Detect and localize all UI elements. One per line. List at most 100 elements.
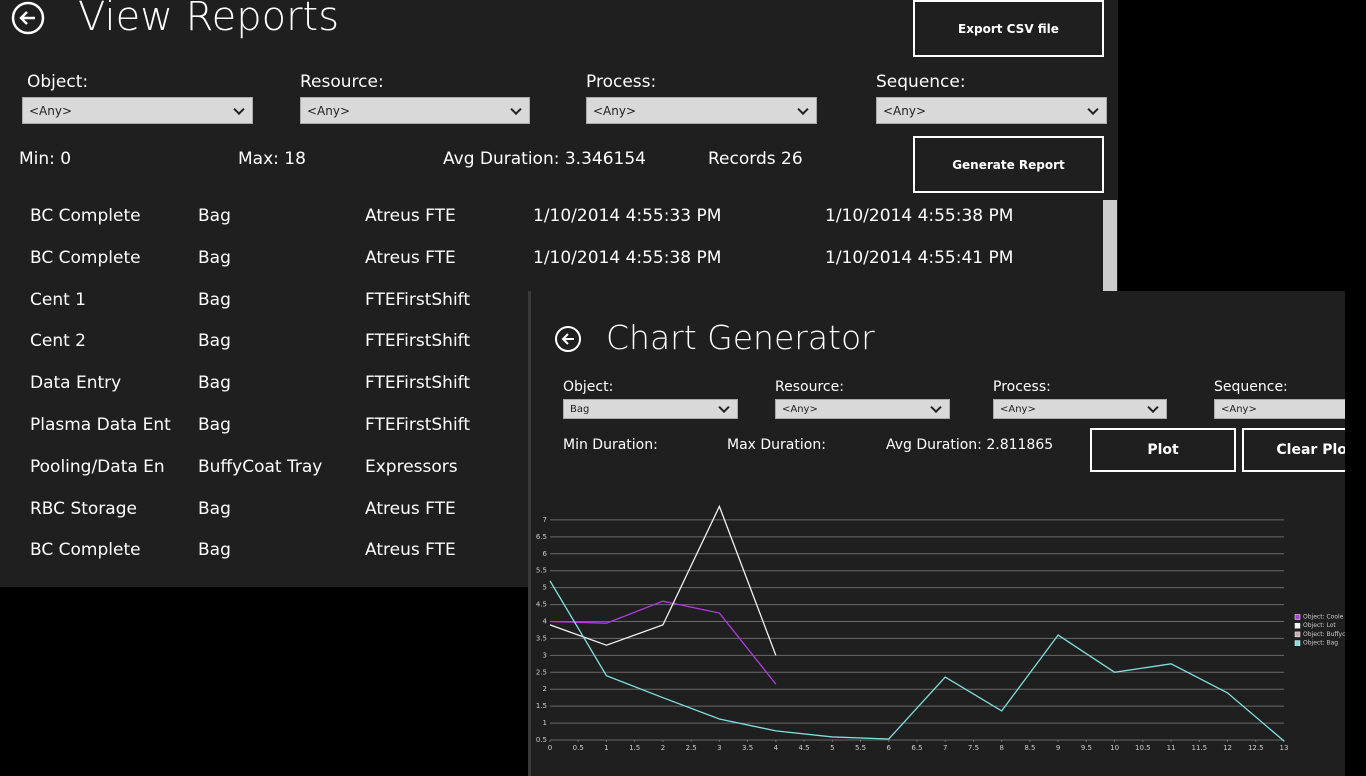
x-tick-label: 4.5 [799,744,810,752]
y-tick-label: 0.5 [536,736,547,744]
export-button[interactable]: Export CSV file [913,0,1104,57]
x-tick-label: 2 [661,744,665,752]
x-tick-label: 9.5 [1081,744,1092,752]
table-cell: Bag [198,290,231,310]
chart: 0.511.522.533.544.555.566.5700.511.522.5… [528,291,1345,776]
x-tick-label: 9 [1056,744,1060,752]
table-cell: Bag [198,373,231,393]
table-cell: 1/10/2014 4:55:41 PM [825,248,1013,268]
legend-label: Object: Bag [1303,640,1338,647]
stat: Min: 0 [19,149,71,169]
x-tick-label: 7 [943,744,947,752]
table-cell: 1/10/2014 4:55:33 PM [533,206,721,226]
table-cell: Atreus FTE [365,206,456,226]
table-cell: Cent 2 [30,331,86,351]
y-tick-label: 2.5 [536,668,547,676]
x-tick-label: 2.5 [686,744,697,752]
x-tick-label: 5 [830,744,834,752]
x-tick-label: 12 [1223,744,1232,752]
x-tick-label: 0 [548,744,552,752]
table-cell: Atreus FTE [365,540,456,560]
legend-label: Object: Buffyc [1303,631,1345,638]
legend-label: Object: Coole [1303,614,1344,621]
table-cell: Atreus FTE [365,248,456,268]
x-tick-label: 13 [1280,744,1289,752]
x-tick-label: 5.5 [855,744,866,752]
legend-swatch [1295,623,1300,628]
y-tick-label: 5 [543,584,547,592]
table-cell: Bag [198,415,231,435]
y-tick-label: 1 [543,719,547,727]
table-cell: Data Entry [30,373,121,393]
table-cell: FTEFirstShift [365,415,470,435]
table-cell: BC Complete [30,248,141,268]
x-tick-label: 8.5 [1024,744,1035,752]
x-tick-label: 7.5 [968,744,979,752]
stat: Max: 18 [238,149,306,169]
x-tick-label: 1 [604,744,608,752]
back-button[interactable] [10,1,46,37]
x-tick-label: 11 [1167,744,1176,752]
dropdown[interactable]: <Any> [300,97,530,124]
x-tick-label: 4 [774,744,779,752]
scrollbar[interactable] [1103,200,1117,300]
y-tick-label: 4 [543,618,548,626]
stat: Avg Duration: 3.346154 [443,149,646,169]
legend-swatch [1295,641,1300,646]
x-tick-label: 10.5 [1135,744,1151,752]
filter-label: Object: [27,72,88,92]
chart-generator-window: Chart Generator Object: Resource: Proces… [528,291,1345,776]
table-cell: BC Complete [30,540,141,560]
table-cell: Plasma Data Ent [30,415,171,435]
line-series [550,506,776,655]
x-tick-label: 3.5 [742,744,753,752]
line-series [550,601,776,684]
x-tick-label: 1.5 [629,744,640,752]
x-tick-label: 6 [887,744,892,752]
y-tick-label: 5.5 [536,567,547,575]
legend-label: Object: Lot [1303,622,1336,629]
legend-swatch [1295,632,1300,637]
table-cell: Cent 1 [30,290,86,310]
y-tick-label: 1.5 [536,702,547,710]
y-tick-label: 3.5 [536,634,547,642]
y-tick-label: 6.5 [536,533,547,541]
x-tick-label: 6.5 [911,744,922,752]
table-cell: Expressors [365,457,458,477]
table-cell: BC Complete [30,206,141,226]
x-tick-label: 10 [1110,744,1119,752]
generate-button[interactable]: Generate Report [913,136,1104,193]
table-cell: Bag [198,540,231,560]
table-cell: FTEFirstShift [365,290,470,310]
table-cell: RBC Storage [30,499,137,519]
y-tick-label: 7 [543,516,547,524]
x-tick-label: 0.5 [573,744,584,752]
table-cell: Bag [198,331,231,351]
y-tick-label: 6 [543,550,548,558]
x-tick-label: 3 [717,744,721,752]
y-tick-label: 3 [543,651,547,659]
table-cell: BuffyCoat Tray [198,457,322,477]
dropdown[interactable]: <Any> [876,97,1107,124]
table-cell: Bag [198,206,231,226]
table-cell: Bag [198,248,231,268]
filter-label: Resource: [300,72,384,92]
table-cell: 1/10/2014 4:55:38 PM [825,206,1013,226]
page-title: View Reports [78,0,339,40]
x-tick-label: 12.5 [1248,744,1264,752]
y-tick-label: 4.5 [536,601,547,609]
table-cell: FTEFirstShift [365,373,470,393]
filter-label: Sequence: [876,72,966,92]
table-cell: Atreus FTE [365,499,456,519]
dropdown[interactable]: <Any> [22,97,253,124]
stat: Records 26 [708,149,803,169]
y-tick-label: 2 [543,685,547,693]
legend-swatch [1295,615,1300,620]
table-cell: Pooling/Data En [30,457,165,477]
table-cell: 1/10/2014 4:55:38 PM [533,248,721,268]
x-tick-label: 8 [999,744,1003,752]
dropdown[interactable]: <Any> [586,97,817,124]
table-cell: FTEFirstShift [365,331,470,351]
table-cell: Bag [198,499,231,519]
